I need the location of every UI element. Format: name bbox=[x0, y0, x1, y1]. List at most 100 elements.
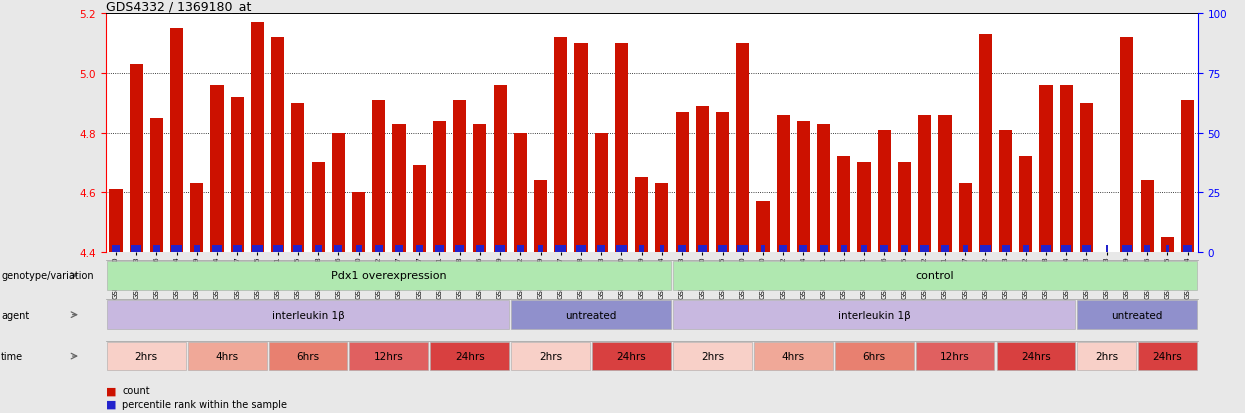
Bar bbox=[959, 184, 972, 252]
Bar bbox=[918, 115, 931, 252]
Bar bbox=[251, 24, 264, 252]
Bar bbox=[356, 245, 361, 252]
Bar bbox=[514, 133, 527, 252]
Bar bbox=[416, 245, 422, 252]
Text: 12hrs: 12hrs bbox=[374, 351, 403, 361]
Bar bbox=[655, 184, 669, 252]
Bar bbox=[980, 245, 991, 252]
Bar bbox=[574, 44, 588, 252]
Bar bbox=[1144, 245, 1150, 252]
Bar bbox=[1182, 100, 1194, 252]
Bar bbox=[554, 38, 568, 252]
Bar bbox=[294, 245, 303, 252]
Bar bbox=[512, 342, 590, 370]
Bar bbox=[233, 245, 242, 252]
Bar bbox=[210, 86, 224, 252]
Bar bbox=[395, 245, 403, 252]
Bar bbox=[110, 190, 122, 252]
Text: 4hrs: 4hrs bbox=[782, 351, 804, 361]
Bar bbox=[112, 245, 120, 252]
Text: ■: ■ bbox=[106, 399, 116, 409]
Bar bbox=[171, 245, 182, 252]
Bar bbox=[230, 97, 244, 252]
Bar bbox=[593, 342, 671, 370]
Bar bbox=[212, 245, 222, 252]
Bar bbox=[635, 178, 649, 252]
Bar bbox=[736, 44, 749, 252]
Bar bbox=[595, 133, 608, 252]
Bar bbox=[453, 100, 466, 252]
Bar bbox=[915, 342, 995, 370]
Bar bbox=[737, 245, 748, 252]
Bar bbox=[107, 261, 671, 290]
Bar bbox=[1020, 157, 1032, 252]
Text: 2hrs: 2hrs bbox=[539, 351, 563, 361]
Bar bbox=[1122, 245, 1132, 252]
Text: percentile rank within the sample: percentile rank within the sample bbox=[122, 399, 288, 409]
Bar bbox=[194, 245, 200, 252]
Text: 24hrs: 24hrs bbox=[454, 351, 484, 361]
Bar bbox=[998, 130, 1012, 252]
Bar bbox=[291, 104, 305, 252]
Bar bbox=[107, 342, 186, 370]
Bar bbox=[762, 245, 764, 252]
Bar bbox=[107, 301, 509, 329]
Bar bbox=[512, 301, 671, 329]
Bar bbox=[132, 245, 141, 252]
Bar bbox=[696, 107, 708, 252]
Bar bbox=[754, 342, 833, 370]
Bar bbox=[1022, 245, 1030, 252]
Bar bbox=[1138, 342, 1196, 370]
Text: 24hrs: 24hrs bbox=[616, 351, 646, 361]
Bar bbox=[412, 166, 426, 252]
Bar bbox=[311, 163, 325, 252]
Text: 6hrs: 6hrs bbox=[863, 351, 885, 361]
Bar bbox=[1002, 245, 1010, 252]
Text: agent: agent bbox=[1, 310, 30, 320]
Bar bbox=[375, 245, 383, 252]
Bar bbox=[149, 119, 163, 252]
Bar bbox=[352, 192, 365, 252]
Bar bbox=[335, 245, 342, 252]
Text: 2hrs: 2hrs bbox=[1096, 351, 1118, 361]
Bar bbox=[392, 124, 406, 252]
Text: genotype/variation: genotype/variation bbox=[1, 271, 93, 281]
Bar bbox=[819, 245, 828, 252]
Bar bbox=[129, 65, 143, 252]
Bar bbox=[315, 245, 321, 252]
Bar bbox=[436, 245, 443, 252]
Bar bbox=[1167, 245, 1169, 252]
Bar bbox=[962, 245, 967, 252]
Bar bbox=[920, 245, 929, 252]
Bar bbox=[188, 342, 266, 370]
Bar bbox=[576, 245, 586, 252]
Text: untreated: untreated bbox=[1112, 310, 1163, 320]
Bar bbox=[677, 245, 686, 252]
Bar bbox=[1079, 104, 1093, 252]
Bar bbox=[331, 133, 345, 252]
Bar bbox=[1101, 252, 1113, 282]
Bar bbox=[676, 112, 688, 252]
Bar bbox=[1059, 86, 1073, 252]
Bar bbox=[1120, 38, 1133, 252]
Text: interleukin 1β: interleukin 1β bbox=[838, 310, 910, 320]
Bar bbox=[941, 245, 949, 252]
Text: GDS4332 / 1369180_at: GDS4332 / 1369180_at bbox=[106, 0, 251, 13]
Bar bbox=[674, 342, 752, 370]
Text: Pdx1 overexpression: Pdx1 overexpression bbox=[331, 271, 447, 281]
Bar bbox=[1077, 342, 1135, 370]
Text: 4hrs: 4hrs bbox=[215, 351, 239, 361]
Bar bbox=[779, 245, 787, 252]
Text: untreated: untreated bbox=[565, 310, 616, 320]
Bar bbox=[817, 124, 830, 252]
Text: ■: ■ bbox=[106, 385, 116, 395]
Bar bbox=[979, 35, 992, 252]
Bar bbox=[493, 86, 507, 252]
Bar bbox=[939, 115, 951, 252]
Bar bbox=[1160, 237, 1174, 252]
Bar bbox=[517, 245, 524, 252]
Bar bbox=[1106, 245, 1108, 252]
Bar bbox=[898, 163, 911, 252]
Text: 24hrs: 24hrs bbox=[1021, 351, 1051, 361]
Bar bbox=[431, 342, 509, 370]
